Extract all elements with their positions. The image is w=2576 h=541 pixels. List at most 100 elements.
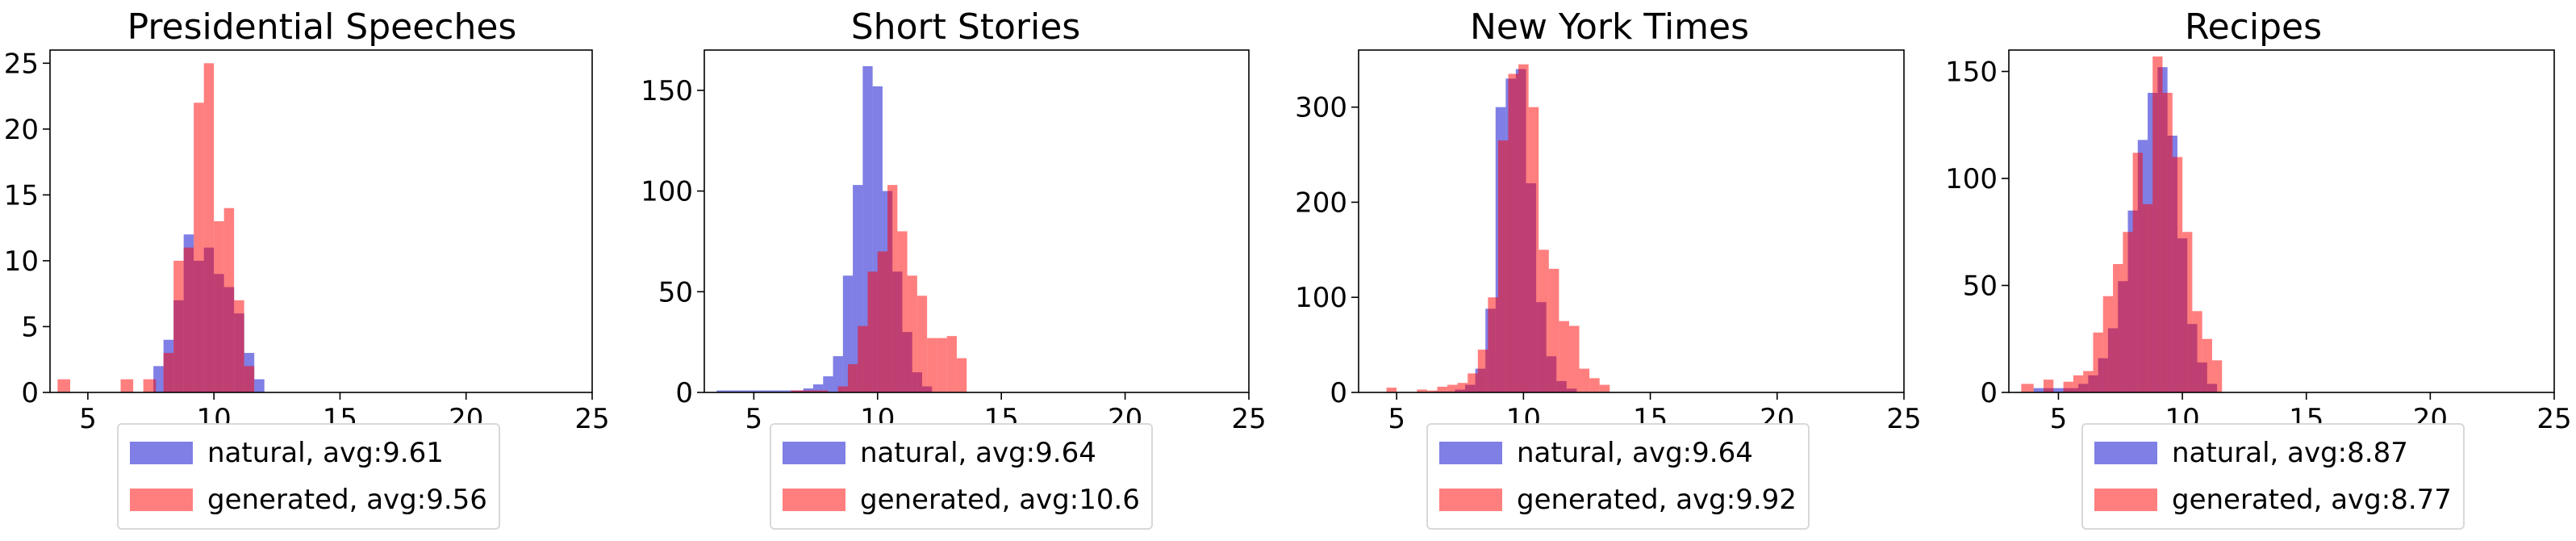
bar-generated bbox=[877, 251, 888, 392]
legend-label: natural, avg:9.64 bbox=[860, 437, 1096, 469]
legend-swatch-natural bbox=[1439, 442, 1502, 464]
bar-generated bbox=[791, 390, 829, 392]
y-tick-label: 100 bbox=[644, 176, 693, 208]
x-tick-label: 25 bbox=[574, 403, 609, 435]
bar-natural bbox=[2033, 388, 2079, 392]
chart-title: Presidential Speeches bbox=[127, 6, 517, 48]
bar-generated bbox=[946, 336, 957, 392]
legend: natural, avg:8.87 generated, avg:8.77 bbox=[2081, 423, 2465, 530]
y-tick-label: 0 bbox=[1980, 377, 1998, 409]
bar-generated bbox=[1518, 64, 1529, 393]
y-tick-label: 25 bbox=[4, 48, 39, 80]
legend-entry-generated: generated, avg:9.92 bbox=[1439, 476, 1797, 523]
bar-generated bbox=[887, 185, 898, 392]
bar-generated bbox=[234, 300, 244, 392]
legend-entry-natural: natural, avg:9.61 bbox=[130, 430, 487, 476]
legend-swatch-generated bbox=[2094, 489, 2157, 511]
bar-generated bbox=[120, 379, 134, 392]
y-tick-label: 150 bbox=[1945, 57, 1998, 89]
bar-natural bbox=[716, 390, 804, 392]
bar-generated bbox=[1468, 373, 1478, 392]
legend-entry-generated: generated, avg:9.56 bbox=[130, 476, 487, 523]
bar-natural bbox=[823, 376, 833, 392]
legend-label: generated, avg:9.56 bbox=[207, 484, 487, 516]
x-tick-label: 5 bbox=[1388, 403, 1405, 435]
legend-entry-generated: generated, avg:10.6 bbox=[783, 476, 1140, 523]
bar-generated bbox=[1568, 325, 1580, 392]
axes-frame bbox=[49, 49, 593, 393]
bar-generated bbox=[214, 221, 224, 392]
bar-generated bbox=[244, 366, 255, 392]
legend-swatch-generated bbox=[1439, 489, 1502, 511]
bar-natural bbox=[813, 384, 824, 392]
y-tick-label: 0 bbox=[675, 377, 693, 409]
bar-generated bbox=[907, 275, 917, 392]
legend-label: natural, avg:9.61 bbox=[207, 437, 444, 469]
bar-generated bbox=[57, 379, 71, 392]
bar-generated bbox=[2113, 264, 2123, 392]
bar-natural bbox=[254, 379, 265, 392]
bar-generated bbox=[956, 358, 967, 392]
legend-entry-generated: generated, avg:8.77 bbox=[2094, 476, 2452, 523]
x-tick-label: 25 bbox=[1231, 403, 1266, 435]
bar-generated bbox=[1417, 389, 1427, 392]
bar-generated bbox=[847, 364, 858, 392]
bar-generated bbox=[2192, 311, 2202, 392]
bar-generated bbox=[1559, 321, 1569, 392]
bar-generated bbox=[1426, 390, 1438, 392]
bar-generated bbox=[2211, 360, 2223, 392]
y-tick-label: 10 bbox=[4, 245, 39, 278]
bar-generated bbox=[2132, 153, 2143, 392]
bar-generated bbox=[2102, 296, 2114, 392]
legend-swatch-natural bbox=[783, 442, 845, 464]
chart-title: New York Times bbox=[1469, 6, 1750, 48]
chart-title: Short Stories bbox=[850, 6, 1081, 48]
bar-generated bbox=[1548, 268, 1559, 392]
chart-title: Recipes bbox=[2184, 6, 2322, 48]
bar-generated bbox=[2162, 93, 2173, 392]
legend-label: generated, avg:10.6 bbox=[860, 484, 1140, 516]
bar-generated bbox=[2182, 232, 2193, 392]
legend-label: natural, avg:8.87 bbox=[2172, 437, 2408, 469]
legend-entry-natural: natural, avg:8.87 bbox=[2094, 430, 2452, 476]
bar-generated bbox=[2093, 332, 2103, 392]
panel-short-stories: Short Stories 5 10 15 20 25 0 50 100 150 natural… bbox=[644, 0, 1288, 541]
legend-label: natural, avg:9.64 bbox=[1517, 437, 1753, 469]
x-tick-label: 5 bbox=[79, 403, 97, 435]
bar-generated bbox=[837, 386, 848, 392]
y-tick-label: 300 bbox=[1295, 92, 1347, 124]
bar-generated bbox=[1386, 388, 1397, 392]
y-tick-label: 0 bbox=[21, 377, 39, 409]
bar-generated bbox=[2063, 381, 2073, 392]
bar-generated bbox=[1599, 384, 1610, 392]
axes-frame bbox=[703, 49, 1250, 393]
bar-generated bbox=[2083, 371, 2094, 392]
bar-generated bbox=[1488, 297, 1498, 392]
bar-generated bbox=[173, 260, 184, 392]
bar-generated bbox=[1477, 350, 1488, 392]
bar-generated bbox=[937, 338, 947, 392]
bar-generated bbox=[867, 271, 878, 392]
bar-generated bbox=[1528, 107, 1539, 392]
bar-generated bbox=[203, 63, 215, 393]
y-tick-label: 150 bbox=[644, 75, 693, 107]
legend: natural, avg:9.64 generated, avg:9.92 bbox=[1426, 423, 1810, 530]
axes-frame bbox=[2008, 49, 2555, 393]
bar-generated bbox=[1508, 73, 1519, 392]
x-tick-label: 5 bbox=[745, 403, 763, 435]
legend-entry-natural: natural, avg:9.64 bbox=[783, 430, 1140, 476]
bar-generated bbox=[194, 103, 204, 392]
bar-generated bbox=[1579, 368, 1590, 392]
axes-frame bbox=[1358, 49, 1905, 393]
bar-generated bbox=[2073, 375, 2084, 392]
bar-natural bbox=[833, 356, 843, 392]
bar-generated bbox=[1457, 383, 1468, 392]
bar-generated bbox=[897, 231, 908, 392]
bar-generated bbox=[2021, 384, 2034, 392]
y-tick-label: 15 bbox=[4, 179, 39, 212]
x-tick-label: 5 bbox=[2050, 403, 2068, 435]
legend-entry-natural: natural, avg:9.64 bbox=[1439, 430, 1797, 476]
panel-recipes: Recipes 5 10 15 20 25 0 50 100 150 natural, avg:… bbox=[1931, 0, 2575, 541]
legend: natural, avg:9.64 generated, avg:10.6 bbox=[770, 423, 1153, 530]
bar-generated bbox=[2152, 56, 2163, 392]
